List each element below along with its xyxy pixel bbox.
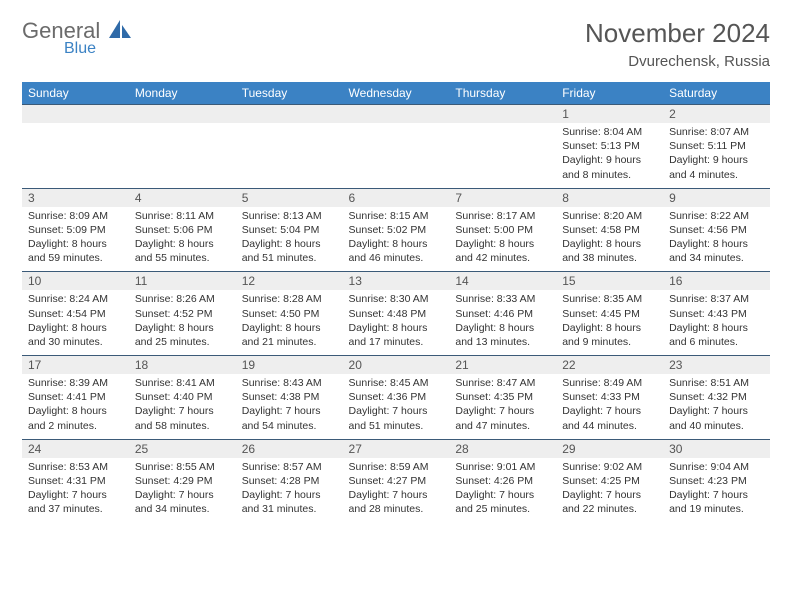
day-info: Sunrise: 8:55 AMSunset: 4:29 PMDaylight:… (129, 458, 236, 523)
day-header-row: SundayMondayTuesdayWednesdayThursdayFrid… (22, 82, 770, 105)
day-number: 26 (236, 440, 343, 458)
day-info: Sunrise: 8:20 AMSunset: 4:58 PMDaylight:… (556, 207, 663, 272)
day-number: 24 (22, 440, 129, 458)
day-info: Sunrise: 8:59 AMSunset: 4:27 PMDaylight:… (343, 458, 450, 523)
day-header: Saturday (663, 82, 770, 105)
day-number: 9 (663, 189, 770, 207)
day-info: Sunrise: 8:17 AMSunset: 5:00 PMDaylight:… (449, 207, 556, 272)
day-number: 17 (22, 356, 129, 374)
empty-day (449, 105, 556, 123)
day-number: 14 (449, 272, 556, 290)
day-number: 5 (236, 189, 343, 207)
day-number: 28 (449, 440, 556, 458)
day-info: Sunrise: 8:11 AMSunset: 5:06 PMDaylight:… (129, 207, 236, 272)
day-info: Sunrise: 8:35 AMSunset: 4:45 PMDaylight:… (556, 290, 663, 355)
empty-day (129, 105, 236, 123)
day-info: Sunrise: 8:22 AMSunset: 4:56 PMDaylight:… (663, 207, 770, 272)
day-header: Thursday (449, 82, 556, 105)
day-info: Sunrise: 8:53 AMSunset: 4:31 PMDaylight:… (22, 458, 129, 523)
empty-day (343, 105, 450, 123)
empty-info (129, 123, 236, 188)
day-header: Monday (129, 82, 236, 105)
day-info: Sunrise: 9:01 AMSunset: 4:26 PMDaylight:… (449, 458, 556, 523)
day-number: 1 (556, 105, 663, 123)
day-info: Sunrise: 8:41 AMSunset: 4:40 PMDaylight:… (129, 374, 236, 439)
day-info: Sunrise: 8:09 AMSunset: 5:09 PMDaylight:… (22, 207, 129, 272)
day-number: 21 (449, 356, 556, 374)
day-number: 6 (343, 189, 450, 207)
location: Dvurechensk, Russia (585, 53, 770, 70)
empty-day (236, 105, 343, 123)
day-info: Sunrise: 8:51 AMSunset: 4:32 PMDaylight:… (663, 374, 770, 439)
header: General Blue November 2024 Dvurechensk, … (22, 18, 770, 70)
day-number: 29 (556, 440, 663, 458)
empty-info (236, 123, 343, 188)
day-number: 4 (129, 189, 236, 207)
day-info: Sunrise: 8:33 AMSunset: 4:46 PMDaylight:… (449, 290, 556, 355)
empty-day (22, 105, 129, 123)
day-number: 16 (663, 272, 770, 290)
day-info: Sunrise: 9:02 AMSunset: 4:25 PMDaylight:… (556, 458, 663, 523)
day-number: 7 (449, 189, 556, 207)
day-info: Sunrise: 8:15 AMSunset: 5:02 PMDaylight:… (343, 207, 450, 272)
empty-info (343, 123, 450, 188)
day-info: Sunrise: 8:57 AMSunset: 4:28 PMDaylight:… (236, 458, 343, 523)
day-number: 30 (663, 440, 770, 458)
day-number: 22 (556, 356, 663, 374)
day-header: Friday (556, 82, 663, 105)
day-info: Sunrise: 8:30 AMSunset: 4:48 PMDaylight:… (343, 290, 450, 355)
day-number: 20 (343, 356, 450, 374)
day-info: Sunrise: 8:13 AMSunset: 5:04 PMDaylight:… (236, 207, 343, 272)
day-number: 25 (129, 440, 236, 458)
day-number: 2 (663, 105, 770, 123)
day-info: Sunrise: 8:37 AMSunset: 4:43 PMDaylight:… (663, 290, 770, 355)
day-info: Sunrise: 8:07 AMSunset: 5:11 PMDaylight:… (663, 123, 770, 188)
brand-logo: General Blue (22, 18, 131, 58)
day-info: Sunrise: 8:39 AMSunset: 4:41 PMDaylight:… (22, 374, 129, 439)
day-number: 13 (343, 272, 450, 290)
day-info: Sunrise: 8:26 AMSunset: 4:52 PMDaylight:… (129, 290, 236, 355)
day-number: 10 (22, 272, 129, 290)
sail-icon (109, 20, 131, 38)
day-number: 8 (556, 189, 663, 207)
day-header: Sunday (22, 82, 129, 105)
empty-info (449, 123, 556, 188)
day-number: 23 (663, 356, 770, 374)
day-info: Sunrise: 8:45 AMSunset: 4:36 PMDaylight:… (343, 374, 450, 439)
day-number: 18 (129, 356, 236, 374)
empty-info (22, 123, 129, 188)
day-info: Sunrise: 9:04 AMSunset: 4:23 PMDaylight:… (663, 458, 770, 523)
day-info: Sunrise: 8:24 AMSunset: 4:54 PMDaylight:… (22, 290, 129, 355)
day-number: 19 (236, 356, 343, 374)
brand-sub: Blue (64, 40, 131, 58)
day-info: Sunrise: 8:04 AMSunset: 5:13 PMDaylight:… (556, 123, 663, 188)
day-info: Sunrise: 8:49 AMSunset: 4:33 PMDaylight:… (556, 374, 663, 439)
day-header: Wednesday (343, 82, 450, 105)
day-number: 15 (556, 272, 663, 290)
day-number: 12 (236, 272, 343, 290)
day-info: Sunrise: 8:28 AMSunset: 4:50 PMDaylight:… (236, 290, 343, 355)
day-number: 3 (22, 189, 129, 207)
day-header: Tuesday (236, 82, 343, 105)
title-block: November 2024 Dvurechensk, Russia (585, 18, 770, 70)
day-number: 11 (129, 272, 236, 290)
day-info: Sunrise: 8:43 AMSunset: 4:38 PMDaylight:… (236, 374, 343, 439)
month-title: November 2024 (585, 18, 770, 49)
day-info: Sunrise: 8:47 AMSunset: 4:35 PMDaylight:… (449, 374, 556, 439)
calendar-table: SundayMondayTuesdayWednesdayThursdayFrid… (22, 82, 770, 522)
day-number: 27 (343, 440, 450, 458)
